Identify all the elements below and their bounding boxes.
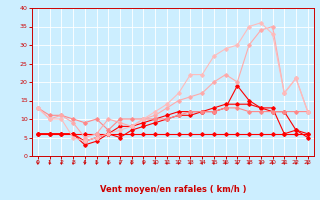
X-axis label: Vent moyen/en rafales ( km/h ): Vent moyen/en rafales ( km/h ) (100, 185, 246, 194)
